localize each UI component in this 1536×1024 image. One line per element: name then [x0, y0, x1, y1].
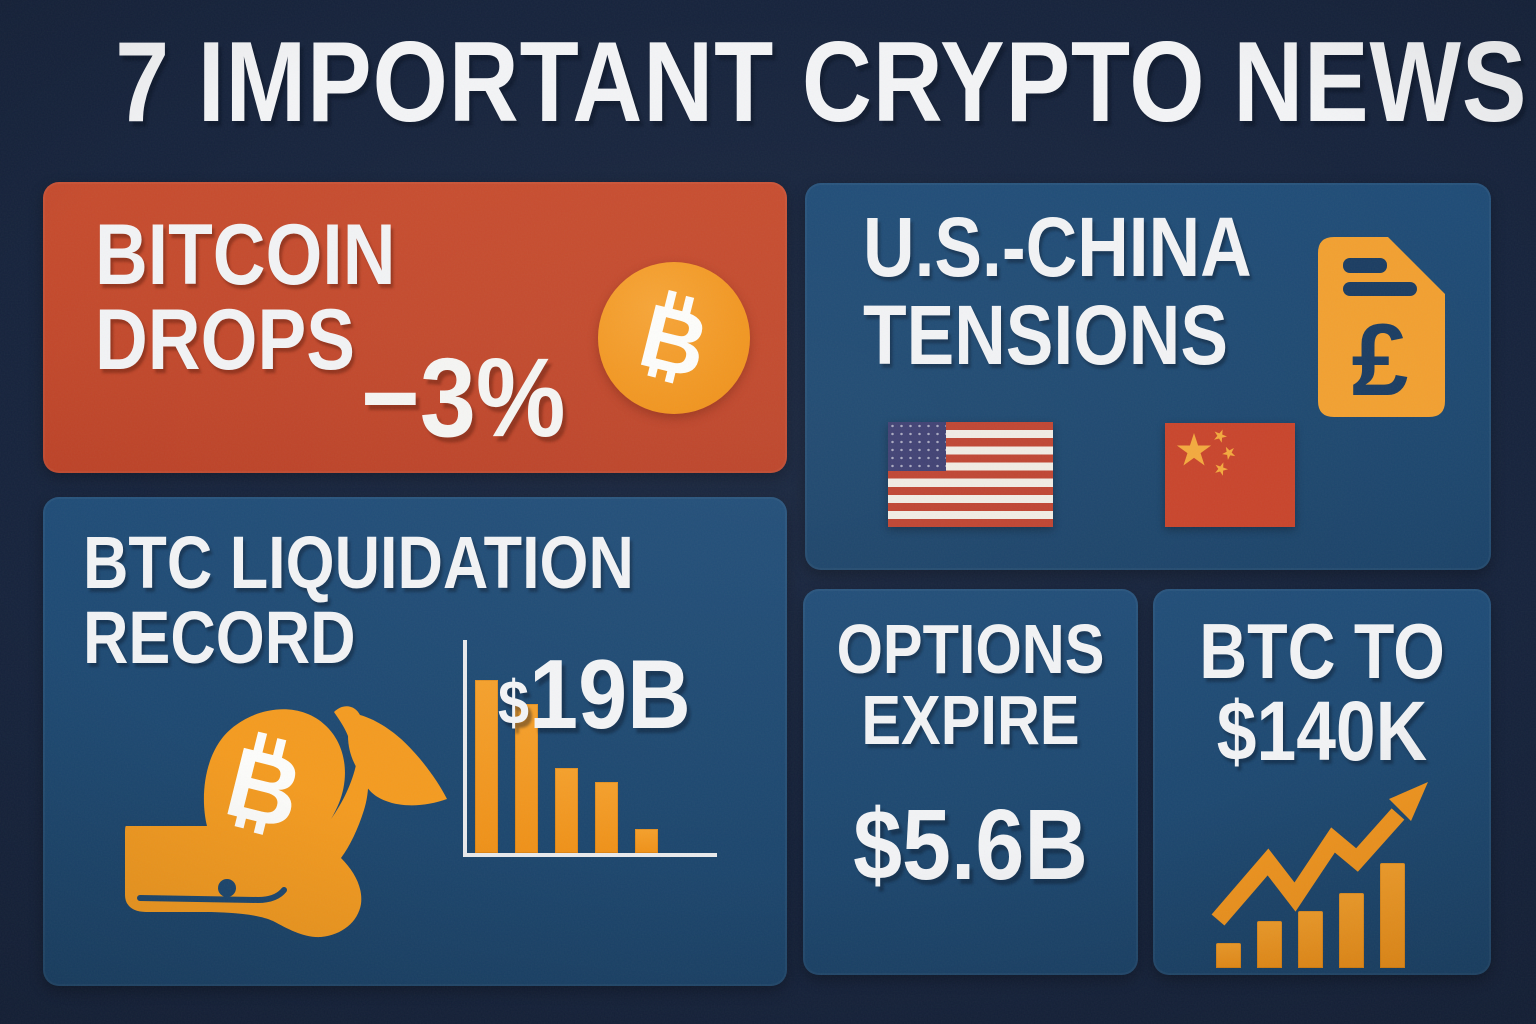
tariff-document-pound-icon: £: [1318, 237, 1445, 417]
document-line-long: [1343, 282, 1417, 296]
card-title-line2: TENSIONS: [863, 288, 1228, 382]
card-bitcoin-drops: BITCOIN DROPS −3%: [43, 182, 787, 473]
bitcoin-b-glyph: [626, 277, 725, 396]
card-title-line1: BTC LIQUIDATION: [83, 521, 634, 604]
bar: [555, 768, 578, 853]
pound-sign: £: [1352, 303, 1409, 417]
whale-eye: [218, 879, 236, 897]
growth-arrow-icon: [1211, 782, 1428, 926]
card-us-china-tensions: U.S.-CHINA TENSIONS £: [805, 183, 1491, 570]
bitcoin-coin-icon: [598, 262, 750, 414]
options-amount: $5.6B: [853, 789, 1088, 901]
liquidation-amount: $ 19B: [498, 645, 691, 743]
us-flag-canton: [888, 422, 946, 471]
bar: [475, 680, 498, 853]
currency-sign: $: [498, 669, 530, 738]
bitcoin-change-value: −3%: [361, 335, 566, 460]
amount-value: 19B: [529, 639, 691, 749]
card-title-line1: OPTIONS: [836, 610, 1105, 688]
china-flag-icon: [1165, 423, 1295, 527]
card-btc-liquidation-record: BTC LIQUIDATION RECORD $ 19B: [43, 497, 787, 986]
card-title-line2: DROPS: [95, 292, 355, 388]
card-title-line1: U.S.-CHINA: [863, 200, 1252, 294]
card-title-line1: BTC TO: [1199, 607, 1445, 695]
page-title: 7 IMPORTANT CRYPTO NEWS: [115, 19, 1528, 146]
card-btc-target: BTC TO $140K: [1153, 589, 1491, 975]
card-title-line1: BITCOIN: [95, 207, 396, 303]
bitcoin-whale-icon: [125, 706, 447, 938]
card-title-line2: $140K: [1216, 684, 1428, 778]
us-flag-icon: [888, 422, 1053, 527]
card-title-line2: EXPIRE: [861, 681, 1080, 759]
card-options-expire: OPTIONS EXPIRE $5.6B: [803, 589, 1138, 975]
bar: [635, 829, 658, 853]
bar: [595, 782, 618, 853]
card-title-line2: RECORD: [83, 596, 356, 679]
document-line-short: [1343, 258, 1387, 273]
